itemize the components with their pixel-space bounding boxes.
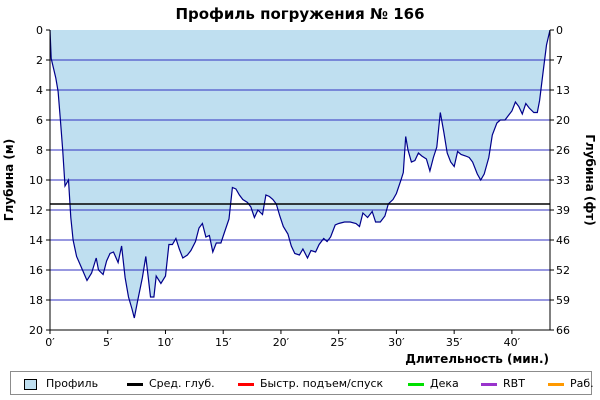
x-tick-label: 5′ bbox=[103, 336, 113, 349]
profile-area bbox=[50, 30, 550, 318]
legend-swatch-avg-depth bbox=[127, 383, 143, 386]
y-tick-label-left: 20 bbox=[29, 324, 43, 337]
y-tick-label-right: 33 bbox=[556, 174, 570, 187]
y-tick-label-right: 13 bbox=[556, 84, 570, 97]
y-tick-label-right: 66 bbox=[556, 324, 570, 337]
legend-label: Дека bbox=[430, 377, 459, 390]
y-tick-label-left: 0 bbox=[36, 24, 43, 37]
y-tick-label-right: 7 bbox=[556, 54, 563, 67]
chart-legend: Профиль Сред. глуб. Быстр. подъем/спуск … bbox=[10, 371, 594, 395]
y-tick-label-right: 20 bbox=[556, 114, 570, 127]
legend-label: Быстр. подъем/спуск bbox=[260, 377, 384, 390]
y-tick-label-right: 46 bbox=[556, 234, 570, 247]
y-tick-label-left: 10 bbox=[29, 174, 43, 187]
y-tick-label-left: 2 bbox=[36, 54, 43, 67]
y-tick-label-left: 16 bbox=[29, 264, 43, 277]
y-axis-label-right: Глубина (фт) bbox=[583, 134, 597, 225]
profile-line bbox=[49, 29, 551, 319]
y-tick-label-right: 59 bbox=[556, 294, 570, 307]
x-axis-label: Длительность (мин.) bbox=[405, 352, 549, 366]
x-tick-label: 0′ bbox=[45, 336, 55, 349]
legend-label: Раб. bbox=[570, 377, 594, 390]
x-tick-label: 15′ bbox=[215, 336, 232, 349]
x-tick-label: 20′ bbox=[273, 336, 290, 349]
legend-swatch-work bbox=[548, 383, 564, 386]
y-tick-label-left: 4 bbox=[36, 84, 43, 97]
legend-label: RBT bbox=[503, 377, 525, 390]
legend-swatch-profile bbox=[24, 379, 37, 390]
dive-profile-chart: Профиль погружения № 166 024681012141618… bbox=[2, 5, 597, 366]
x-tick-label: 25′ bbox=[330, 336, 347, 349]
y-tick-label-left: 18 bbox=[29, 294, 43, 307]
y-tick-label-right: 26 bbox=[556, 144, 570, 157]
chart-title: Профиль погружения № 166 bbox=[175, 5, 424, 23]
y-tick-label-right: 52 bbox=[556, 264, 570, 277]
y-tick-label-left: 14 bbox=[29, 234, 43, 247]
y-tick-label-right: 0 bbox=[556, 24, 563, 37]
x-tick-label: 30′ bbox=[388, 336, 405, 349]
y-tick-label-left: 8 bbox=[36, 144, 43, 157]
x-tick-label: 35′ bbox=[446, 336, 463, 349]
legend-swatch-rbt bbox=[481, 383, 497, 386]
legend-label: Сред. глуб. bbox=[149, 377, 215, 390]
y-tick-label-left: 6 bbox=[36, 114, 43, 127]
y-tick-label-left: 12 bbox=[29, 204, 43, 217]
legend-label: Профиль bbox=[46, 377, 99, 390]
legend-swatch-deco bbox=[408, 383, 424, 386]
legend-swatch-fast-ascent bbox=[238, 383, 254, 386]
x-tick-label: 10′ bbox=[157, 336, 174, 349]
x-tick-label: 40′ bbox=[504, 336, 521, 349]
y-tick-label-right: 39 bbox=[556, 204, 570, 217]
y-axis-label-left: Глубина (м) bbox=[2, 139, 16, 221]
